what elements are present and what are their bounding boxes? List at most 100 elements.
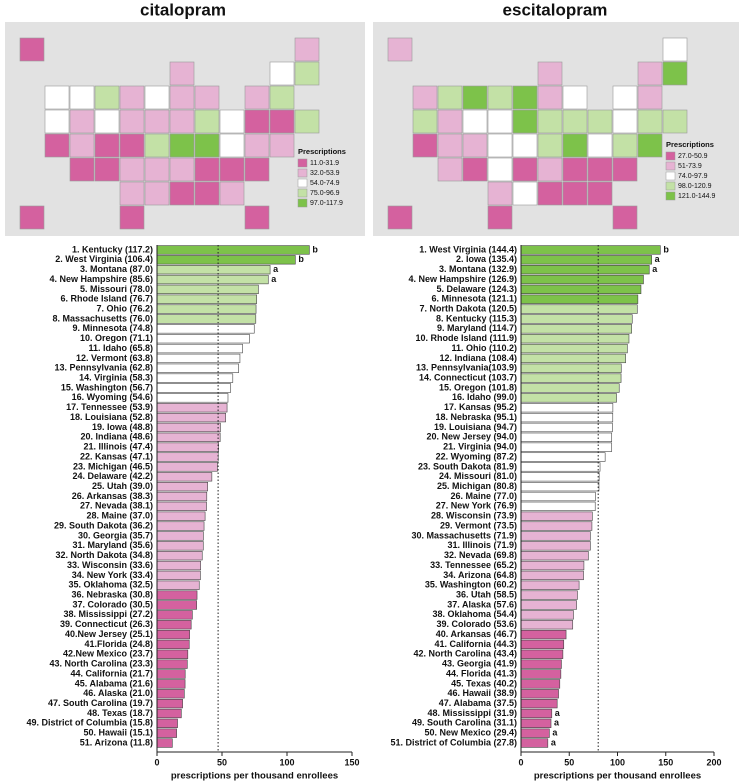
bar-label: 33. Tennessee (65.2): [430, 560, 517, 570]
state-tile: [219, 109, 245, 134]
bar-label: 17. Kansas (95.2): [444, 402, 517, 412]
bar: [520, 708, 553, 719]
bar: [156, 669, 186, 679]
bar: [520, 334, 630, 344]
state-tile: [512, 157, 538, 182]
state-tile: [637, 61, 663, 86]
state-tile: [94, 109, 120, 134]
bar: [156, 600, 197, 610]
bar: [156, 570, 201, 581]
bar: [156, 590, 198, 600]
bar-label: 49. South Carolina (31.1): [412, 718, 517, 728]
state-tile: [487, 133, 513, 158]
bar-label: 13. Pennsylvania(103.9): [416, 363, 517, 373]
bar: [156, 265, 271, 275]
bar: [156, 472, 213, 482]
bar-label: 45. Alabama (21.6): [75, 678, 153, 688]
bar-label: 40. Arkansas (46.7): [436, 629, 517, 639]
bar: [520, 590, 578, 600]
state-tile: [194, 133, 220, 158]
legend-label: 121.0-144.9: [678, 193, 715, 200]
state-tile: [387, 37, 413, 62]
bar-label: 27. New York (76.9): [436, 501, 517, 511]
state-tile: [244, 205, 270, 230]
bar: [156, 343, 243, 354]
bar: [520, 531, 591, 541]
state-tile: [169, 109, 195, 134]
bar: [520, 482, 600, 492]
legend-label: 27.0-50.9: [678, 153, 708, 160]
bar: [520, 274, 644, 285]
state-tile: [462, 85, 488, 110]
annotation: a: [552, 728, 558, 738]
state-tile: [562, 133, 588, 158]
bar-label: 42. North Carolina (43.4): [413, 649, 517, 659]
state-tile: [119, 205, 145, 230]
state-tile: [194, 157, 220, 182]
bar: [156, 728, 177, 738]
bar-label: 16. Wyoming (54.6): [72, 392, 153, 402]
bar-label: 19. Louisiana (94.7): [434, 422, 517, 432]
state-tile: [537, 133, 563, 158]
bar: [520, 412, 614, 423]
state-tile: [662, 61, 688, 86]
bar: [156, 511, 206, 521]
state-tile: [587, 109, 613, 134]
legend-swatch: [665, 161, 676, 171]
state-tile: [537, 61, 563, 86]
bar: [156, 551, 203, 561]
state-tile: [537, 157, 563, 182]
bar-label: 51. Arizona (11.8): [80, 737, 153, 747]
bar-label: 9. Minnesota (74.8): [72, 323, 153, 333]
bar-label: 8. Kentucky (115.3): [436, 313, 517, 323]
chart-title: escitalopram: [503, 0, 608, 19]
bar-label: 3. Montana (132.9): [439, 264, 517, 274]
state-tile: [44, 133, 70, 158]
bar-label: 14. Connecticut (103.7): [419, 373, 517, 383]
legend-swatch: [297, 198, 308, 208]
bar: [156, 245, 310, 255]
legend-swatch: [297, 158, 308, 168]
bar-label: 1. West Virginia (144.4): [419, 244, 517, 254]
state-tile: [244, 109, 270, 134]
bar: [156, 353, 241, 364]
state-tile: [119, 85, 145, 110]
legend-swatch: [297, 188, 308, 198]
state-tile: [612, 157, 638, 182]
bar: [156, 403, 228, 413]
bar-label: 36. Utah (58.5): [456, 590, 517, 600]
bar: [520, 442, 613, 452]
bar-label: 20. New Jersey (94.0): [426, 432, 517, 442]
state-tile: [512, 133, 538, 158]
bar: [156, 383, 232, 393]
annotation: a: [652, 264, 658, 274]
legend-label: 32.0-53.9: [310, 170, 340, 177]
bar-label: 13. Pennsylvania (62.8): [54, 363, 153, 373]
x-tick-label: 200: [706, 757, 721, 767]
bar: [520, 294, 639, 304]
state-tile: [637, 109, 663, 134]
state-tile: [269, 133, 295, 158]
legend-swatch: [665, 181, 676, 191]
bar-label: 27. Nevada (38.1): [80, 501, 153, 511]
legend-label: 11.0-31.9: [310, 160, 339, 167]
bar: [520, 570, 584, 581]
state-tile: [119, 109, 145, 134]
bar: [156, 452, 219, 462]
bar-label: 1. Kentucky (117.2): [72, 244, 153, 254]
bar: [156, 718, 178, 728]
state-tile: [194, 85, 220, 110]
x-tick-label: 150: [658, 757, 673, 767]
bar-label: 30. Georgia (35.7): [78, 530, 153, 540]
bar-label: 12. Vermont (63.8): [76, 353, 153, 363]
bar: [520, 245, 661, 255]
bar: [156, 442, 219, 452]
x-tick-label: 150: [344, 757, 359, 767]
bar-label: 25. Utah (39.0): [92, 481, 153, 491]
bar: [156, 274, 269, 285]
state-tile: [19, 205, 45, 230]
legend-label: 98.0-120.9: [678, 183, 712, 190]
annotation: b: [663, 244, 669, 254]
bar: [520, 472, 600, 482]
